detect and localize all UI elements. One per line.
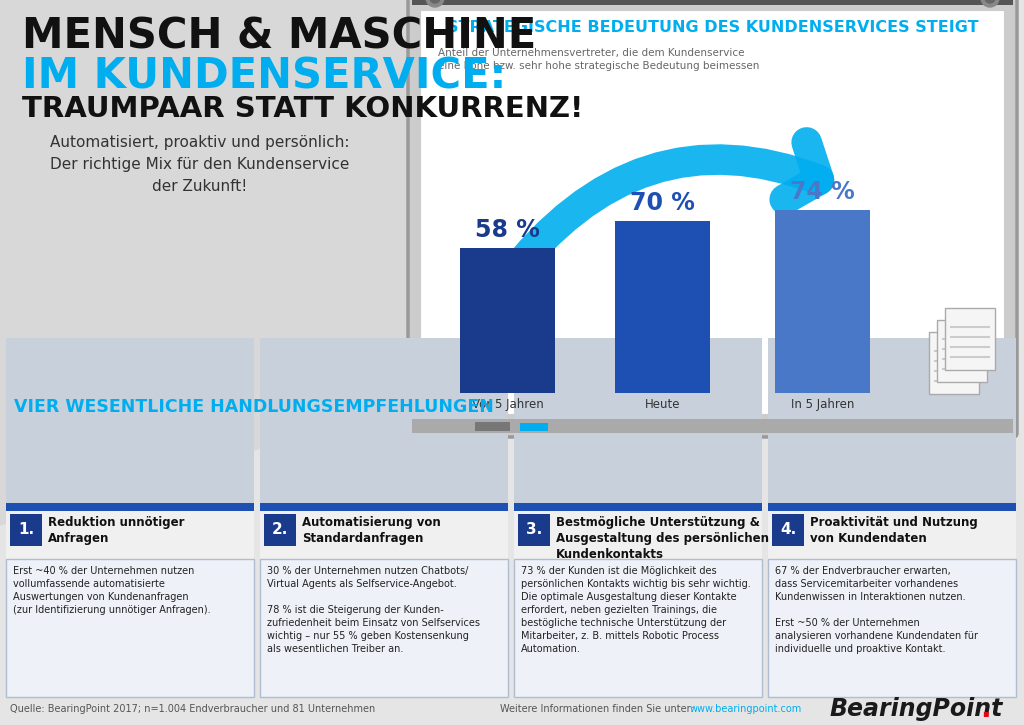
Bar — [768, 511, 1016, 559]
Bar — [260, 511, 508, 559]
Circle shape — [981, 0, 999, 7]
FancyBboxPatch shape — [518, 514, 550, 546]
Text: BearingPoint: BearingPoint — [830, 697, 1004, 721]
Circle shape — [426, 0, 444, 7]
Bar — [615, 221, 710, 393]
Text: 70 %: 70 % — [630, 191, 695, 215]
FancyBboxPatch shape — [6, 559, 254, 697]
Text: TRAUMPAAR STATT KONKURRENZ!: TRAUMPAAR STATT KONKURRENZ! — [22, 95, 584, 123]
FancyBboxPatch shape — [420, 10, 1005, 415]
Text: 58 %: 58 % — [475, 218, 540, 242]
Text: STRATEGISCHE BEDEUTUNG DES KUNDENSERVICES STEIGT: STRATEGISCHE BEDEUTUNG DES KUNDENSERVICE… — [446, 20, 978, 35]
FancyBboxPatch shape — [10, 514, 42, 546]
Text: Heute: Heute — [645, 398, 680, 411]
Bar — [460, 248, 555, 393]
Circle shape — [430, 0, 440, 3]
Circle shape — [985, 0, 995, 3]
Text: Quelle: BearingPoint 2017; n=1.004 Endverbraucher und 81 Unternehmen: Quelle: BearingPoint 2017; n=1.004 Endve… — [10, 704, 375, 714]
Bar — [768, 503, 1016, 513]
Text: VIER WESENTLICHE HANDLUNGSEMPFEHLUNGEN: VIER WESENTLICHE HANDLUNGSEMPFEHLUNGEN — [14, 398, 494, 416]
Text: Proaktivität und Nutzung
von Kundendaten: Proaktivität und Nutzung von Kundendaten — [810, 516, 978, 545]
Text: Automatisiert, proaktiv und persönlich:
Der richtige Mix für den Kundenservice
d: Automatisiert, proaktiv und persönlich: … — [50, 135, 350, 194]
FancyBboxPatch shape — [929, 332, 979, 394]
FancyArrowPatch shape — [507, 142, 819, 281]
FancyBboxPatch shape — [264, 514, 296, 546]
Text: In 5 Jahren: In 5 Jahren — [791, 398, 854, 411]
Bar — [6, 511, 254, 559]
Bar — [6, 503, 254, 513]
Text: Vor 5 Jahren: Vor 5 Jahren — [472, 398, 544, 411]
Text: 74 %: 74 % — [791, 180, 855, 204]
Bar — [412, 419, 1013, 433]
Text: 3.: 3. — [526, 523, 542, 537]
FancyBboxPatch shape — [260, 559, 508, 697]
Bar — [775, 210, 870, 393]
FancyBboxPatch shape — [408, 0, 1017, 437]
Text: 67 % der Endverbraucher erwarten,
dass Servicemitarbeiter vorhandenes
Kundenwiss: 67 % der Endverbraucher erwarten, dass S… — [775, 566, 978, 654]
FancyBboxPatch shape — [514, 559, 762, 697]
Text: Erst ~40 % der Unternehmen nutzen
vollumfassende automatisierte
Auswertungen von: Erst ~40 % der Unternehmen nutzen vollum… — [13, 566, 211, 615]
FancyBboxPatch shape — [768, 559, 1016, 697]
Text: 73 % der Kunden ist die Möglichkeit des
persönlichen Kontakts wichtig bis sehr w: 73 % der Kunden ist die Möglichkeit des … — [521, 566, 751, 654]
Text: 4.: 4. — [780, 523, 796, 537]
Text: Bestmögliche Unterstützung &
Ausgestaltung des persönlichen
Kundenkontakts: Bestmögliche Unterstützung & Ausgestaltu… — [556, 516, 769, 561]
Bar — [412, 0, 1013, 5]
Text: Automatisierung von
Standardanfragen: Automatisierung von Standardanfragen — [302, 516, 440, 545]
Text: www.bearingpoint.com: www.bearingpoint.com — [690, 704, 802, 714]
Text: Anteil der Unternehmensvertreter, die dem Kundenservice
eine hohe bzw. sehr hohe: Anteil der Unternehmensvertreter, die de… — [438, 48, 760, 71]
Bar — [514, 338, 762, 503]
Text: 1.: 1. — [18, 523, 34, 537]
Text: MENSCH & MASCHINE: MENSCH & MASCHINE — [22, 15, 537, 57]
Bar — [520, 423, 548, 431]
Bar — [260, 503, 508, 513]
Bar — [0, 0, 440, 395]
Bar — [768, 338, 1016, 503]
Bar — [6, 338, 254, 503]
Text: IM KUNDENSERVICE:: IM KUNDENSERVICE: — [22, 55, 506, 97]
Text: Reduktion unnötiger
Anfragen: Reduktion unnötiger Anfragen — [48, 516, 184, 545]
FancyBboxPatch shape — [772, 514, 804, 546]
Bar — [514, 511, 762, 559]
FancyBboxPatch shape — [945, 308, 995, 370]
Text: 2.: 2. — [271, 523, 288, 537]
Polygon shape — [0, 395, 440, 525]
Bar — [514, 503, 762, 513]
Bar — [475, 422, 510, 431]
Text: .: . — [980, 695, 990, 723]
FancyBboxPatch shape — [937, 320, 987, 382]
Text: 30 % der Unternehmen nutzen Chatbots/
Virtual Agents als Selfservice-Angebot.

7: 30 % der Unternehmen nutzen Chatbots/ Vi… — [267, 566, 480, 654]
Text: Weitere Informationen finden Sie unter:: Weitere Informationen finden Sie unter: — [500, 704, 697, 714]
Bar — [260, 338, 508, 503]
